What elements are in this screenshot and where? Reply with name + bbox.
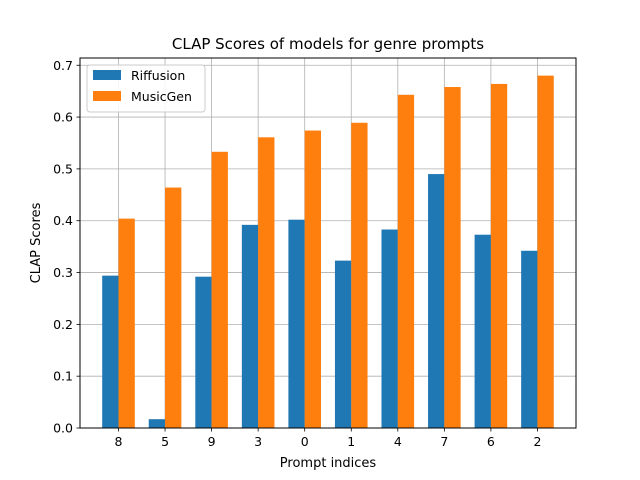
bar-musicgen bbox=[258, 137, 275, 429]
x-tick-label: 5 bbox=[161, 434, 169, 449]
x-axis-label: Prompt indices bbox=[280, 456, 377, 471]
bar-riffusion bbox=[148, 419, 166, 428]
bar-riffusion bbox=[195, 276, 212, 428]
legend-label-riffusion: Riffusion bbox=[131, 68, 185, 83]
bar-musicgen bbox=[397, 94, 415, 428]
bar-musicgen bbox=[351, 122, 368, 428]
y-tick-label: 0.0 bbox=[53, 421, 73, 436]
bar-riffusion bbox=[381, 229, 398, 428]
y-tick-label: 0.5 bbox=[53, 161, 73, 176]
legend: Riffusion MusicGen bbox=[86, 64, 206, 113]
bar-musicgen bbox=[490, 83, 508, 428]
bar-musicgen bbox=[537, 75, 554, 428]
bars bbox=[102, 75, 554, 429]
y-tick-label: 0.6 bbox=[53, 110, 73, 125]
legend-swatch-musicgen bbox=[93, 91, 121, 101]
x-tick-label: 8 bbox=[115, 434, 123, 449]
bar-musicgen bbox=[444, 87, 461, 429]
bar-riffusion bbox=[334, 260, 352, 428]
axis-ticks: 0.0 0.1 0.2 0.3 0.4 0.5 0.6 0.7 8 5 9 3 0 1 4 7 6 2 bbox=[53, 58, 541, 449]
y-tick-label: 0.2 bbox=[53, 317, 73, 332]
x-tick-label: 4 bbox=[394, 434, 402, 449]
legend-swatch-riffusion bbox=[93, 70, 121, 80]
bar-riffusion bbox=[288, 219, 305, 428]
bar-riffusion bbox=[521, 250, 538, 428]
x-tick-label: 9 bbox=[208, 434, 216, 449]
bar-riffusion bbox=[241, 224, 259, 428]
legend-label-musicgen: MusicGen bbox=[131, 89, 192, 104]
bar-riffusion bbox=[102, 275, 119, 428]
x-tick-label: 7 bbox=[440, 434, 448, 449]
bar-musicgen bbox=[211, 151, 228, 428]
x-tick-label: 3 bbox=[254, 434, 262, 449]
y-tick-label: 0.1 bbox=[53, 369, 73, 384]
bar-musicgen bbox=[304, 130, 321, 429]
y-tick-label: 0.7 bbox=[53, 58, 73, 73]
bar-riffusion bbox=[474, 234, 491, 428]
x-tick-label: 6 bbox=[487, 434, 495, 449]
x-tick-label: 1 bbox=[347, 434, 355, 449]
y-axis-label: CLAP Scores bbox=[29, 202, 44, 283]
plot-frame bbox=[79, 57, 577, 429]
y-tick-label: 0.3 bbox=[53, 265, 73, 280]
y-tick-label: 0.4 bbox=[53, 213, 73, 228]
x-tick-label: 2 bbox=[533, 434, 541, 449]
bar-riffusion bbox=[428, 174, 445, 428]
bar-musicgen bbox=[118, 218, 135, 428]
x-tick-label: 0 bbox=[301, 434, 309, 449]
chart-title: CLAP Scores of models for genre prompts bbox=[172, 35, 484, 53]
bar-musicgen bbox=[165, 187, 182, 428]
